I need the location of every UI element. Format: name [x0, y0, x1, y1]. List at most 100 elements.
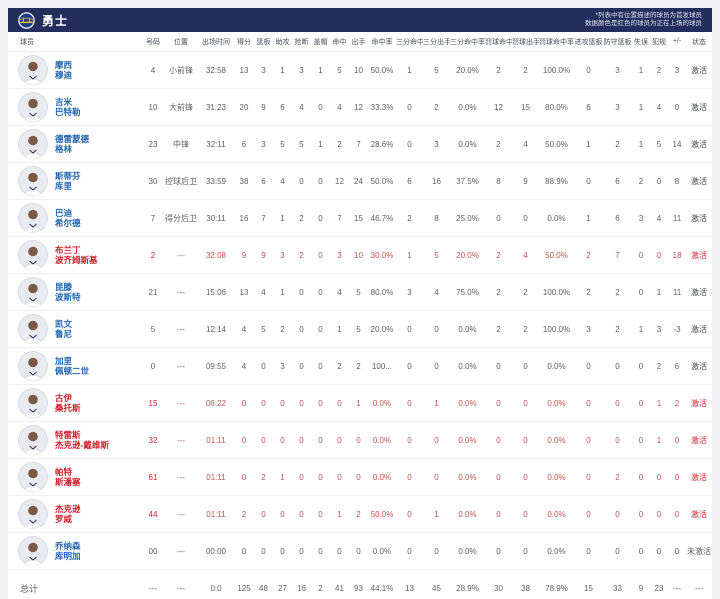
cell-3p-pct: 0.0%	[450, 495, 485, 533]
cell-rebounds: 0	[254, 347, 273, 385]
player-avatar[interactable]	[18, 203, 48, 233]
player-cell: 德雷蒙德 格林	[8, 125, 142, 163]
total-fgm: 41	[335, 583, 344, 593]
cell-turnovers: 0	[632, 421, 650, 459]
cell-steals: 0	[292, 532, 311, 570]
cell-fta: 0	[512, 384, 539, 422]
cell-fga: 0	[349, 421, 368, 459]
player-name-link[interactable]: 特雷斯 杰克逊-戴维斯	[55, 430, 109, 450]
cell-fgm: 0	[330, 384, 349, 422]
cell-fouls: 1	[650, 384, 668, 422]
player-avatar[interactable]	[18, 314, 48, 344]
cell-3p-pct: 25.0%	[450, 199, 485, 237]
cell-turnovers: 2	[632, 162, 650, 200]
cell-fga: 12	[349, 88, 368, 126]
total-blocks: 2	[318, 583, 323, 593]
cell-points: 20	[234, 88, 254, 126]
player-avatar[interactable]	[18, 166, 48, 196]
column-header-oreb: 进攻篮板	[574, 32, 603, 52]
player-avatar[interactable]	[18, 55, 48, 85]
cell-3pm: 0	[396, 310, 423, 348]
cell-fg-pct: 100...	[368, 347, 396, 385]
cell-fga: 5	[349, 310, 368, 348]
player-cell: 帕特 斯潘塞	[8, 458, 142, 496]
player-name-link[interactable]: 凯文 鲁尼	[55, 319, 72, 339]
cell-3pm: 1	[396, 51, 423, 89]
cell-3pm: 1	[396, 236, 423, 274]
cell-3pm: 0	[396, 495, 423, 533]
legend-note: *列表中有位置描述的球员为首发球员 数据颜色是红色的球员为正在上场的球员	[585, 12, 702, 28]
cell-blocks: 0	[311, 384, 330, 422]
player-name-link[interactable]: 德雷蒙德 格林	[55, 134, 89, 154]
cell-plus-minus: 0	[668, 495, 686, 533]
cell-minutes: 12:14	[198, 310, 234, 348]
cell-fga: 10	[349, 236, 368, 274]
cell-assists: 1	[273, 51, 292, 89]
cell-3p-pct: 75.0%	[450, 273, 485, 311]
column-header-fta: 罚球出手	[512, 32, 539, 52]
column-header-points: 得分	[234, 32, 254, 52]
player-last-name: 库里	[55, 181, 73, 191]
player-first-name: 摩西	[55, 60, 73, 70]
column-header-fgm: 命中	[330, 32, 349, 52]
player-first-name: 乔纳森	[55, 541, 81, 551]
player-name-link[interactable]: 加里 佩顿二世	[55, 356, 89, 376]
player-name-link[interactable]: 杰克逊 罗威	[55, 504, 81, 524]
cell-points: 13	[234, 51, 254, 89]
cell-3p-pct: 20.0%	[450, 236, 485, 274]
player-name-link[interactable]: 巴迪 希尔德	[55, 208, 81, 228]
cell-status: 激活	[686, 421, 712, 459]
player-avatar[interactable]	[18, 92, 48, 122]
cell-turnovers: 1	[632, 125, 650, 163]
player-name-link[interactable]: 斯蒂芬 库里	[55, 171, 81, 191]
cell-number: 30	[142, 162, 164, 200]
cell-fgm: 12	[330, 162, 349, 200]
player-avatar[interactable]	[18, 536, 48, 566]
cell-ftm: 0	[485, 421, 512, 459]
column-header-fg-pct: 命中率	[368, 32, 396, 52]
cell-assists: 3	[273, 236, 292, 274]
player-name-link[interactable]: 摩西 穆迪	[55, 60, 72, 80]
player-avatar[interactable]	[18, 351, 48, 381]
cell-rebounds: 3	[254, 51, 273, 89]
cell-assists: 2	[273, 310, 292, 348]
cell-ftm: 12	[485, 88, 512, 126]
player-name-link[interactable]: 昆滕 波斯特	[55, 282, 81, 302]
cell-3pa: 0	[423, 347, 450, 385]
player-avatar[interactable]	[18, 499, 48, 529]
cell-position: ---	[164, 532, 198, 570]
cell-status: 激活	[686, 310, 712, 348]
total-3p-pct: 28.9%	[456, 583, 479, 593]
player-name-link[interactable]: 布兰丁 波齐姆斯基	[55, 245, 98, 265]
player-name-link[interactable]: 帕特 斯潘塞	[55, 467, 81, 487]
cell-position: ---	[164, 347, 198, 385]
cell-3pa: 0	[423, 458, 450, 496]
player-name-link[interactable]: 吉米 巴特勒	[55, 97, 81, 117]
cell-points: 4	[234, 347, 254, 385]
cell-points: 0	[234, 458, 254, 496]
player-avatar[interactable]	[18, 462, 48, 492]
player-avatar[interactable]	[18, 129, 48, 159]
cell-fouls: 3	[650, 310, 668, 348]
legend-note-line2: 数据颜色是红色的球员为正在上场的球员	[585, 20, 702, 27]
player-cell: 杰克逊 罗威	[8, 495, 142, 533]
player-avatar[interactable]	[18, 240, 48, 270]
cell-number: 4	[142, 51, 164, 89]
cell-3pm: 0	[396, 125, 423, 163]
cell-3pm: 0	[396, 347, 423, 385]
player-name-link[interactable]: 乔纳森 库明加	[55, 541, 81, 561]
cell-oreb: 2	[574, 236, 603, 274]
player-cell: 斯蒂芬 库里	[8, 162, 142, 200]
cell-blocks: 0	[311, 495, 330, 533]
cell-dreb: 0	[603, 495, 632, 533]
player-name-link[interactable]: 古伊 桑托斯	[55, 393, 81, 413]
player-avatar[interactable]	[18, 425, 48, 455]
cell-blocks: 0	[311, 310, 330, 348]
cell-dreb: 3	[603, 51, 632, 89]
cell-fta: 4	[512, 236, 539, 274]
player-avatar[interactable]	[18, 388, 48, 418]
cell-minutes: 01:11	[198, 495, 234, 533]
player-avatar[interactable]	[18, 277, 48, 307]
column-header-3pm: 三分命中	[396, 32, 423, 52]
cell-rebounds: 0	[254, 421, 273, 459]
